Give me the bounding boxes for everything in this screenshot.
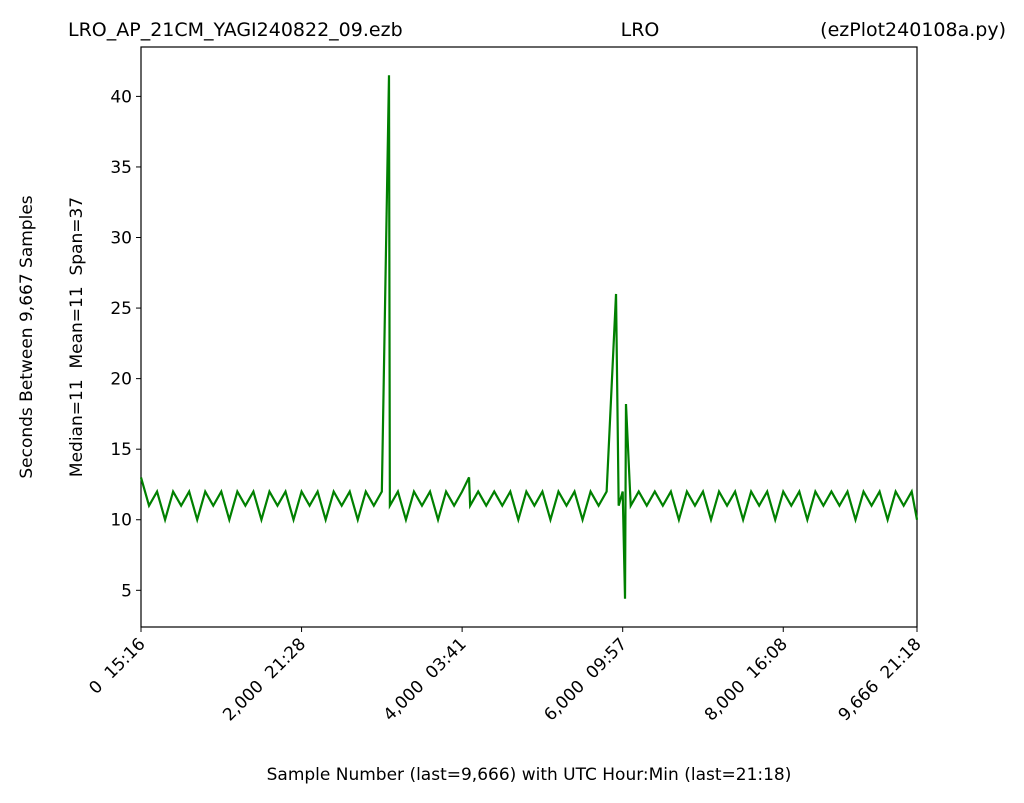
chart-title-right: (ezPlot240108a.py): [820, 19, 1006, 41]
y-tick-label: 35: [110, 158, 132, 178]
x-tick-label: 0 15:16: [85, 634, 149, 698]
plot-frame: [140, 46, 918, 628]
y-tick-label: 5: [121, 581, 132, 601]
chart-title-center: LRO: [621, 19, 660, 41]
y-tick-label: 10: [110, 511, 132, 531]
y-tick-label: 15: [110, 440, 132, 460]
x-tick-label: 9,666 21:18: [835, 634, 926, 725]
y-tick-label: 20: [110, 370, 132, 390]
x-tick-label: 4,000 03:41: [380, 634, 471, 725]
x-tick-label: 6,000 09:57: [540, 634, 631, 725]
y-tick-label: 25: [110, 299, 132, 319]
y-axis-label-stats: Median=11 Mean=11 Span=37: [67, 197, 87, 477]
y-axis-label: Seconds Between 9,667 Samples: [17, 195, 37, 478]
y-tick-label: 40: [110, 87, 132, 107]
y-tick-label: 30: [110, 229, 132, 249]
x-tick-label: 8,000 16:08: [701, 634, 792, 725]
data-line: [139, 75, 919, 599]
x-axis-label: Sample Number (last=9,666) with UTC Hour…: [267, 765, 792, 785]
x-tick-label: 2,000 21:28: [219, 634, 310, 725]
chart-title: LRO_AP_21CM_YAGI240822_09.ezb: [68, 19, 403, 41]
